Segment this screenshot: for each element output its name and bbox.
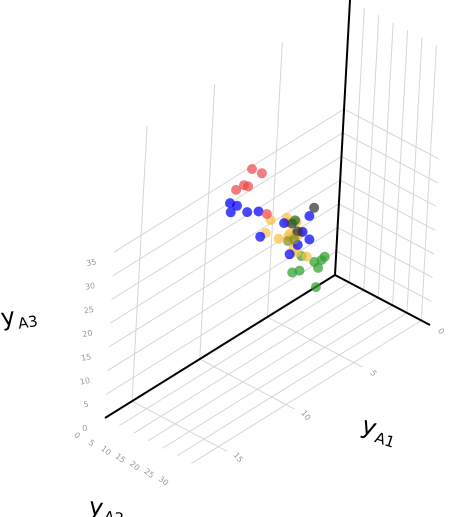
grid-line-z-wall-y	[108, 203, 340, 348]
data-point	[231, 184, 242, 195]
grid-line-y-floor	[131, 400, 228, 452]
data-points	[225, 164, 330, 293]
y-tick-label: 0	[436, 327, 446, 337]
x-axis-line	[334, 274, 431, 326]
grid-line-x-wall	[406, 37, 423, 313]
y-tick-label: 15	[231, 451, 244, 465]
grid-line-y-wall	[266, 42, 283, 318]
z-tick-label: 0	[82, 423, 89, 433]
x-tick-label: 30	[157, 474, 171, 487]
data-point	[309, 256, 320, 267]
x-tick-label: 10	[99, 444, 113, 457]
z-tick-label: 10	[79, 376, 91, 387]
data-point	[290, 215, 301, 226]
data-point	[225, 198, 235, 209]
data-point	[247, 164, 257, 174]
x-tick-label: 20	[128, 459, 142, 472]
grid-line-x-floor	[147, 297, 379, 442]
data-point	[284, 249, 295, 260]
data-point	[273, 233, 284, 244]
grid-line-x-wall	[348, 7, 365, 283]
data-point	[319, 251, 330, 262]
grid-line-z-wall-x	[338, 203, 435, 255]
grid-line-x-floor	[176, 312, 408, 457]
data-point	[304, 234, 315, 245]
grid-line-z-wall-x	[342, 132, 438, 184]
data-point	[304, 211, 315, 221]
grid-line-y-floor	[267, 316, 363, 368]
data-point	[255, 231, 266, 242]
axes	[104, 0, 431, 419]
grid-line-z-wall-y	[111, 156, 342, 300]
grid-line-z-wall-x	[343, 108, 440, 160]
grid-line-x-floor	[119, 282, 350, 427]
grid-line-x-wall	[377, 22, 394, 298]
data-point	[301, 251, 312, 262]
grid-line-x-floor	[133, 289, 365, 434]
x-tick-label: 0	[72, 430, 82, 440]
y-axis-label: yA2	[87, 492, 127, 517]
grid-line-z-wall-x	[336, 250, 432, 302]
grid-line-y-wall	[131, 126, 148, 402]
data-point	[256, 168, 267, 179]
data-point	[261, 209, 272, 219]
x-tick-label: 15	[113, 452, 127, 465]
data-point	[310, 282, 321, 293]
grid-line-z-wall-y	[109, 179, 341, 324]
grid-line-x-wall	[420, 45, 437, 321]
data-point	[292, 226, 303, 237]
y-tick-label: 5	[368, 369, 378, 379]
grid-lines	[104, 0, 440, 464]
data-point	[242, 207, 253, 218]
data-point	[289, 234, 300, 245]
grid-line-x-floor	[162, 304, 393, 449]
x-tick-label: 5	[87, 438, 97, 448]
x-tick-label: 25	[142, 467, 156, 480]
grid-line-x-wall	[392, 30, 409, 306]
grid-line-z-wall-x	[337, 227, 433, 279]
data-point	[309, 202, 320, 213]
z-tick-label: 5	[83, 400, 90, 410]
y-tick-label: 10	[299, 409, 312, 423]
data-point	[239, 180, 249, 191]
data-point	[253, 206, 264, 217]
data-point	[287, 267, 298, 278]
z-tick-label: 25	[83, 305, 95, 316]
grid-line-x-floor	[191, 320, 422, 464]
grid-line-z-wall-x	[341, 156, 437, 207]
z-tick-label: 30	[84, 281, 96, 292]
x-axis-label: yA1	[357, 411, 401, 452]
data-point	[279, 218, 290, 229]
z-tick-label: 20	[82, 329, 94, 340]
z-tick-label: 15	[80, 352, 92, 363]
grid-line-z-wall-y	[107, 227, 338, 372]
z-tick-label: 35	[86, 257, 98, 268]
grid-line-x-wall	[363, 15, 380, 291]
grid-line-z-wall-y	[113, 108, 345, 253]
grid-line-z-wall-x	[339, 179, 436, 231]
z-axis-label: yA3	[0, 299, 39, 335]
data-point	[225, 207, 236, 218]
z-axis-line	[334, 0, 351, 276]
grid-line-y-floor	[199, 358, 295, 410]
y-axis-line	[104, 274, 336, 419]
grid-line-y-wall	[199, 84, 216, 360]
